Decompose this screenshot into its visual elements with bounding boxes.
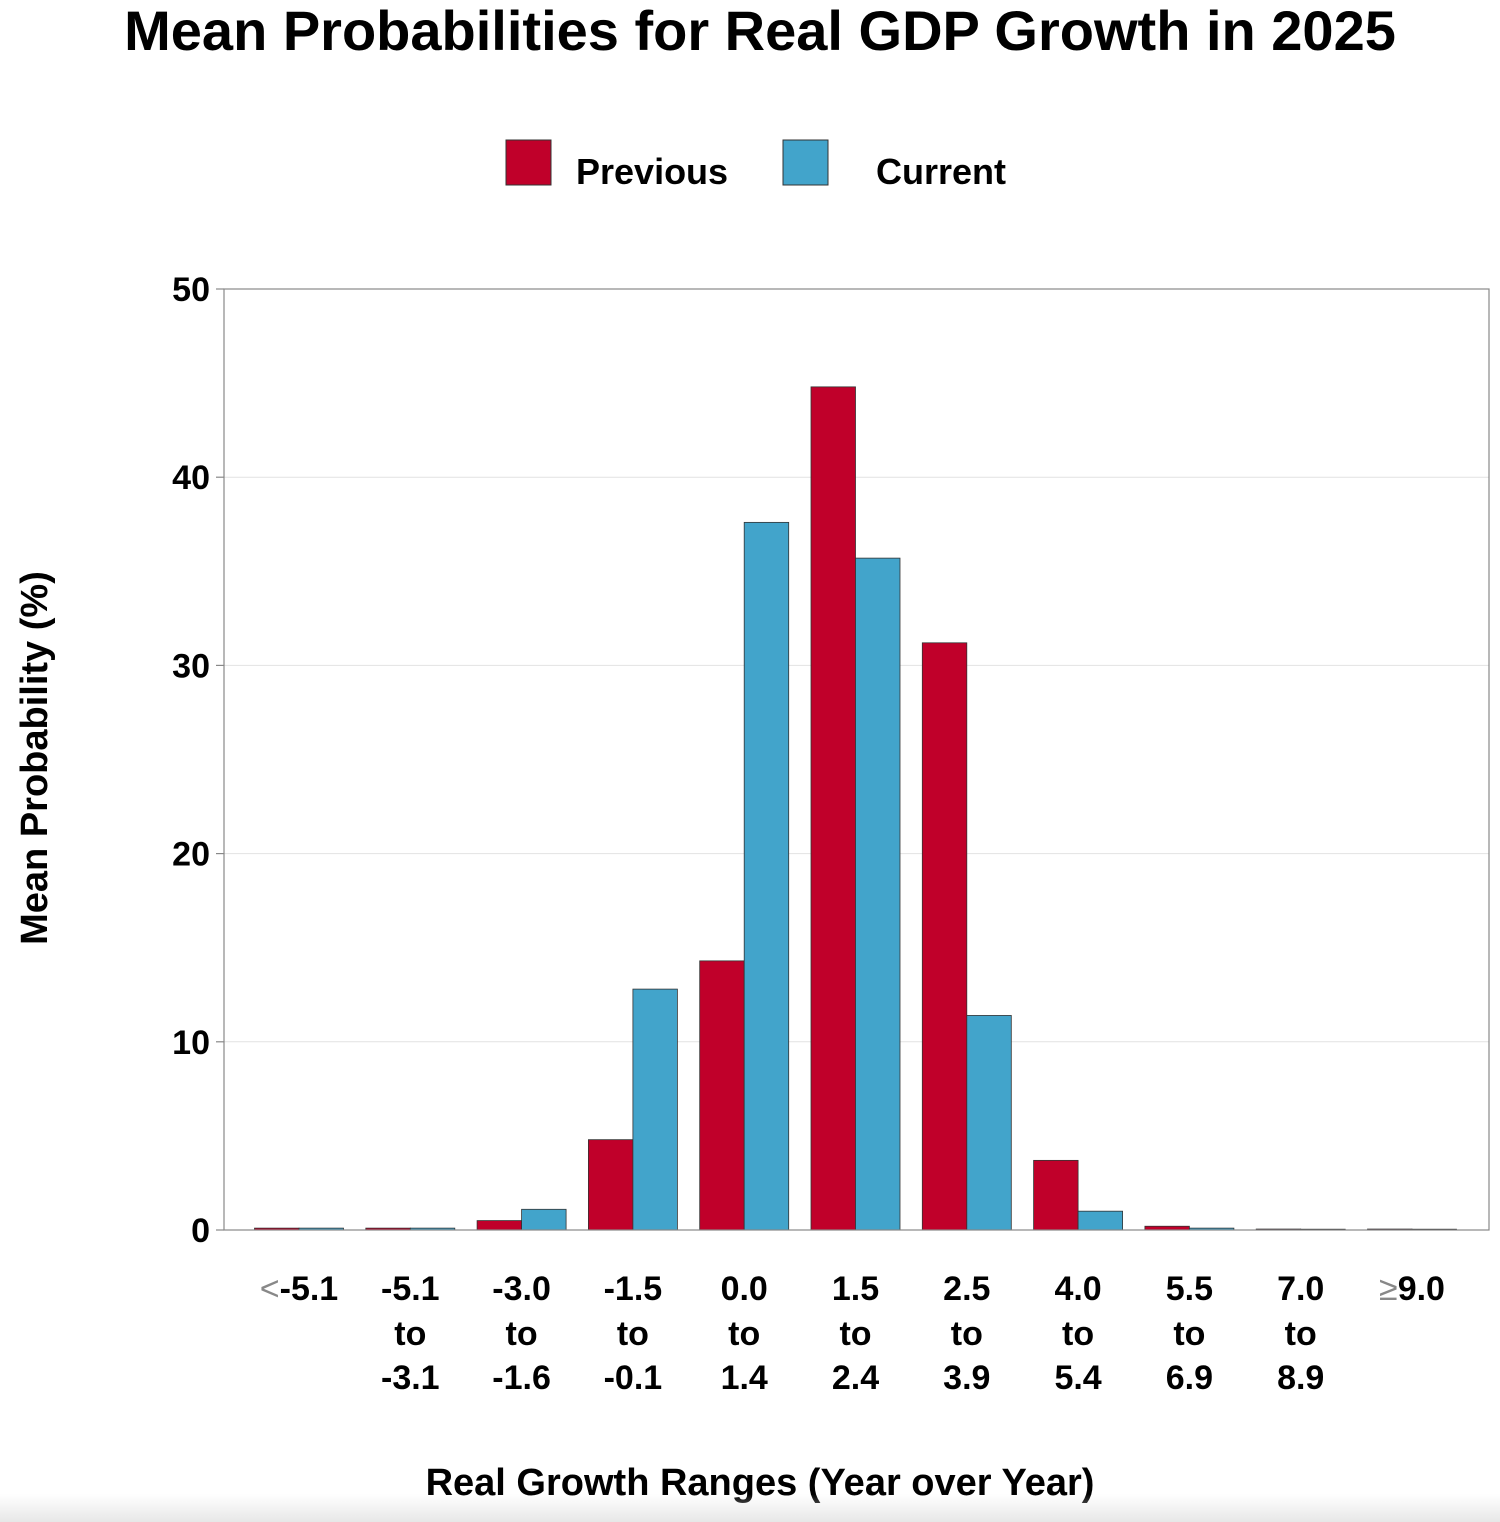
x-category-label: 3.9: [943, 1359, 990, 1397]
x-category-label: -1.6: [492, 1359, 551, 1397]
legend-swatch-current: [782, 139, 829, 186]
x-category-label: -0.1: [604, 1359, 663, 1397]
legend: Previous Current: [505, 139, 1006, 192]
bar-previous-7: [1033, 1159, 1079, 1231]
bottom-shadow: [0, 1494, 1500, 1522]
bar-previous-5: [810, 386, 856, 1231]
x-category-label: -5.1: [381, 1270, 440, 1308]
x-category-label: to: [728, 1315, 760, 1353]
x-category-label: to: [506, 1315, 538, 1353]
bar-current-5: [855, 557, 901, 1231]
x-category-label: 6.9: [1166, 1359, 1213, 1397]
x-category-label: 5.5: [1166, 1270, 1213, 1308]
x-category-label: ≥9.0: [1379, 1270, 1445, 1308]
y-tick-label: 0: [191, 1212, 210, 1250]
x-category-label: to: [1285, 1315, 1317, 1353]
x-category-label: 1.5: [832, 1270, 879, 1308]
x-category-label: to: [1173, 1315, 1205, 1353]
legend-swatch-previous: [505, 139, 552, 186]
x-category-label: to: [394, 1315, 426, 1353]
y-tick-label: 20: [172, 836, 210, 874]
x-category-label: 0.0: [721, 1270, 768, 1308]
x-category-label: -1.5: [604, 1270, 663, 1308]
bar-previous-4: [699, 960, 745, 1231]
chart-title: Mean Probabilities for Real GDP Growth i…: [124, 0, 1396, 62]
legend-label-current: Current: [876, 151, 1006, 192]
x-category-label: to: [617, 1315, 649, 1353]
x-category-label: <-5.1: [260, 1270, 338, 1308]
bar-previous-2: [476, 1220, 523, 1231]
x-category-label: 8.9: [1277, 1359, 1324, 1397]
x-category-label: 1.4: [721, 1359, 768, 1397]
y-tick-label: 40: [172, 459, 210, 497]
x-category-label: -3.0: [492, 1270, 551, 1308]
bar-current-3: [632, 988, 678, 1231]
x-category-label: to: [839, 1315, 871, 1353]
x-category-label: 5.4: [1054, 1359, 1101, 1397]
y-tick-label: 50: [172, 271, 210, 309]
bars: [254, 386, 1457, 1231]
y-tick-label: 30: [172, 647, 210, 685]
x-category-label: 2.4: [832, 1359, 879, 1397]
bar-previous-3: [588, 1139, 634, 1231]
x-category-label: to: [1062, 1315, 1094, 1353]
plot-frame: [223, 288, 1490, 1231]
bar-current-6: [966, 1015, 1012, 1231]
x-axis-categories: <-5.1 -5.1 to -3.1 -3.0 to -1.6 -1.5 to -0.1 0.0 to…: [260, 1270, 1445, 1397]
legend-label-previous: Previous: [576, 151, 728, 192]
bar-current-2: [521, 1208, 567, 1231]
y-axis-ticks: 0 10 20 30 40 50: [172, 271, 224, 1250]
x-category-label: to: [951, 1315, 983, 1353]
x-category-label: 2.5: [943, 1270, 990, 1308]
x-category-label: 4.0: [1054, 1270, 1101, 1308]
y-tick-label: 10: [172, 1024, 210, 1062]
bar-previous-6: [921, 642, 968, 1231]
y-axis-label: Mean Probability (%): [14, 571, 56, 945]
x-category-label: -3.1: [381, 1359, 440, 1397]
bar-current-7: [1077, 1210, 1123, 1231]
bar-current-4: [743, 521, 790, 1231]
x-category-label: 7.0: [1277, 1270, 1324, 1308]
